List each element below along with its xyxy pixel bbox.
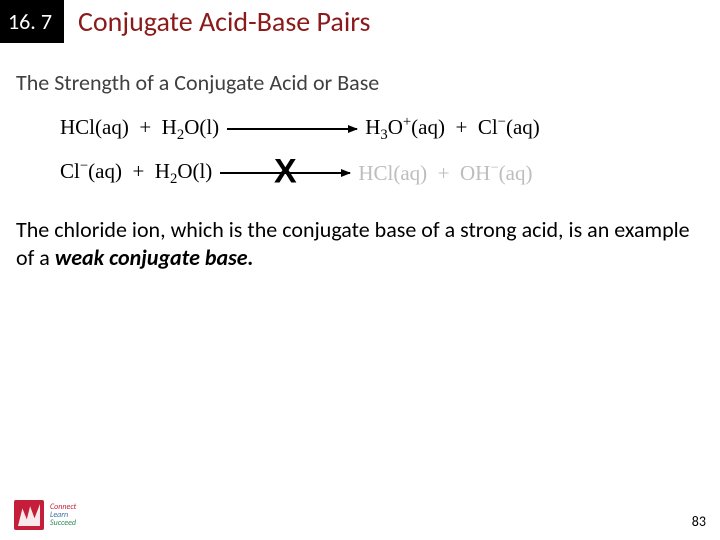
eq2-oh: OH: [460, 161, 490, 185]
eq1-cl-sup: −: [498, 114, 506, 130]
eq2-h2o-state: (l): [192, 159, 212, 183]
plus-icon: +: [455, 115, 467, 139]
eq1-h3o-state: (aq): [411, 115, 445, 139]
eq1-h2o-state: (l): [199, 115, 219, 139]
eq2-cl-sup: −: [80, 158, 88, 174]
slide: 16. 7 Conjugate Acid-Base Pairs The Stre…: [0, 0, 720, 540]
eq1-rhs: H3O+(aq) + Cl−(aq): [365, 114, 540, 144]
plus-icon: +: [132, 159, 144, 183]
header: 16. 7 Conjugate Acid-Base Pairs: [0, 0, 720, 43]
eq2-oh-state: (aq): [499, 161, 533, 185]
equation-2: Cl−(aq) + H2O(l) X HCl(aq) + OH−(aq): [60, 158, 680, 188]
eq2-h2o-h: H: [155, 159, 170, 183]
eq2-cl: Cl: [60, 159, 80, 183]
eq1-h3o-sup: +: [403, 114, 411, 130]
eq2-lhs: Cl−(aq) + H2O(l): [60, 158, 212, 188]
eq1-hcl: HCl: [60, 115, 95, 139]
eq1-h2o-h: H: [162, 115, 177, 139]
eq1-h3o-sub: 3: [380, 127, 387, 143]
slide-title: Conjugate Acid-Base Pairs: [64, 0, 371, 43]
plus-icon: +: [139, 115, 151, 139]
arrow-crossed-icon: X: [220, 172, 350, 174]
equations-block: HCl(aq) + H2O(l) H3O+(aq) + Cl−(aq) Cl−(…: [0, 114, 720, 188]
eq1-cl: Cl: [478, 115, 498, 139]
plus-icon: +: [438, 161, 450, 185]
eq1-h3o-o: O: [388, 115, 403, 139]
eq1-hcl-state: (aq): [95, 115, 129, 139]
eq2-hcl: HCl: [358, 161, 393, 185]
eq2-hcl-state: (aq): [393, 161, 427, 185]
eq2-h2o-o: O: [177, 159, 192, 183]
slide-subtitle: The Strength of a Conjugate Acid or Base: [16, 69, 720, 96]
eq1-h3o-h: H: [365, 115, 380, 139]
eq2-cl-state: (aq): [88, 159, 122, 183]
eq2-rhs: HCl(aq) + OH−(aq): [358, 160, 532, 186]
footer: Connect Learn Succeed 83: [14, 500, 706, 530]
equation-1: HCl(aq) + H2O(l) H3O+(aq) + Cl−(aq): [60, 114, 680, 144]
eq1-lhs: HCl(aq) + H2O(l): [60, 115, 219, 144]
section-number-badge: 16. 7: [0, 0, 64, 43]
x-mark-icon: X: [274, 153, 297, 192]
logo-tagline: Connect Learn Succeed: [50, 503, 76, 527]
page-number: 83: [692, 513, 706, 530]
logo-line-3: Succeed: [50, 519, 76, 527]
eq1-h2o-o: O: [184, 115, 199, 139]
body-paragraph: The chloride ion, which is the conjugate…: [16, 216, 702, 271]
publisher-logo: Connect Learn Succeed: [14, 500, 76, 530]
mcgraw-hill-icon: [14, 500, 44, 530]
eq1-cl-state: (aq): [506, 115, 540, 139]
arrow-right-icon: [227, 128, 357, 130]
eq2-oh-sup: −: [490, 160, 498, 176]
body-text-emphasis: weak conjugate base.: [55, 244, 254, 271]
